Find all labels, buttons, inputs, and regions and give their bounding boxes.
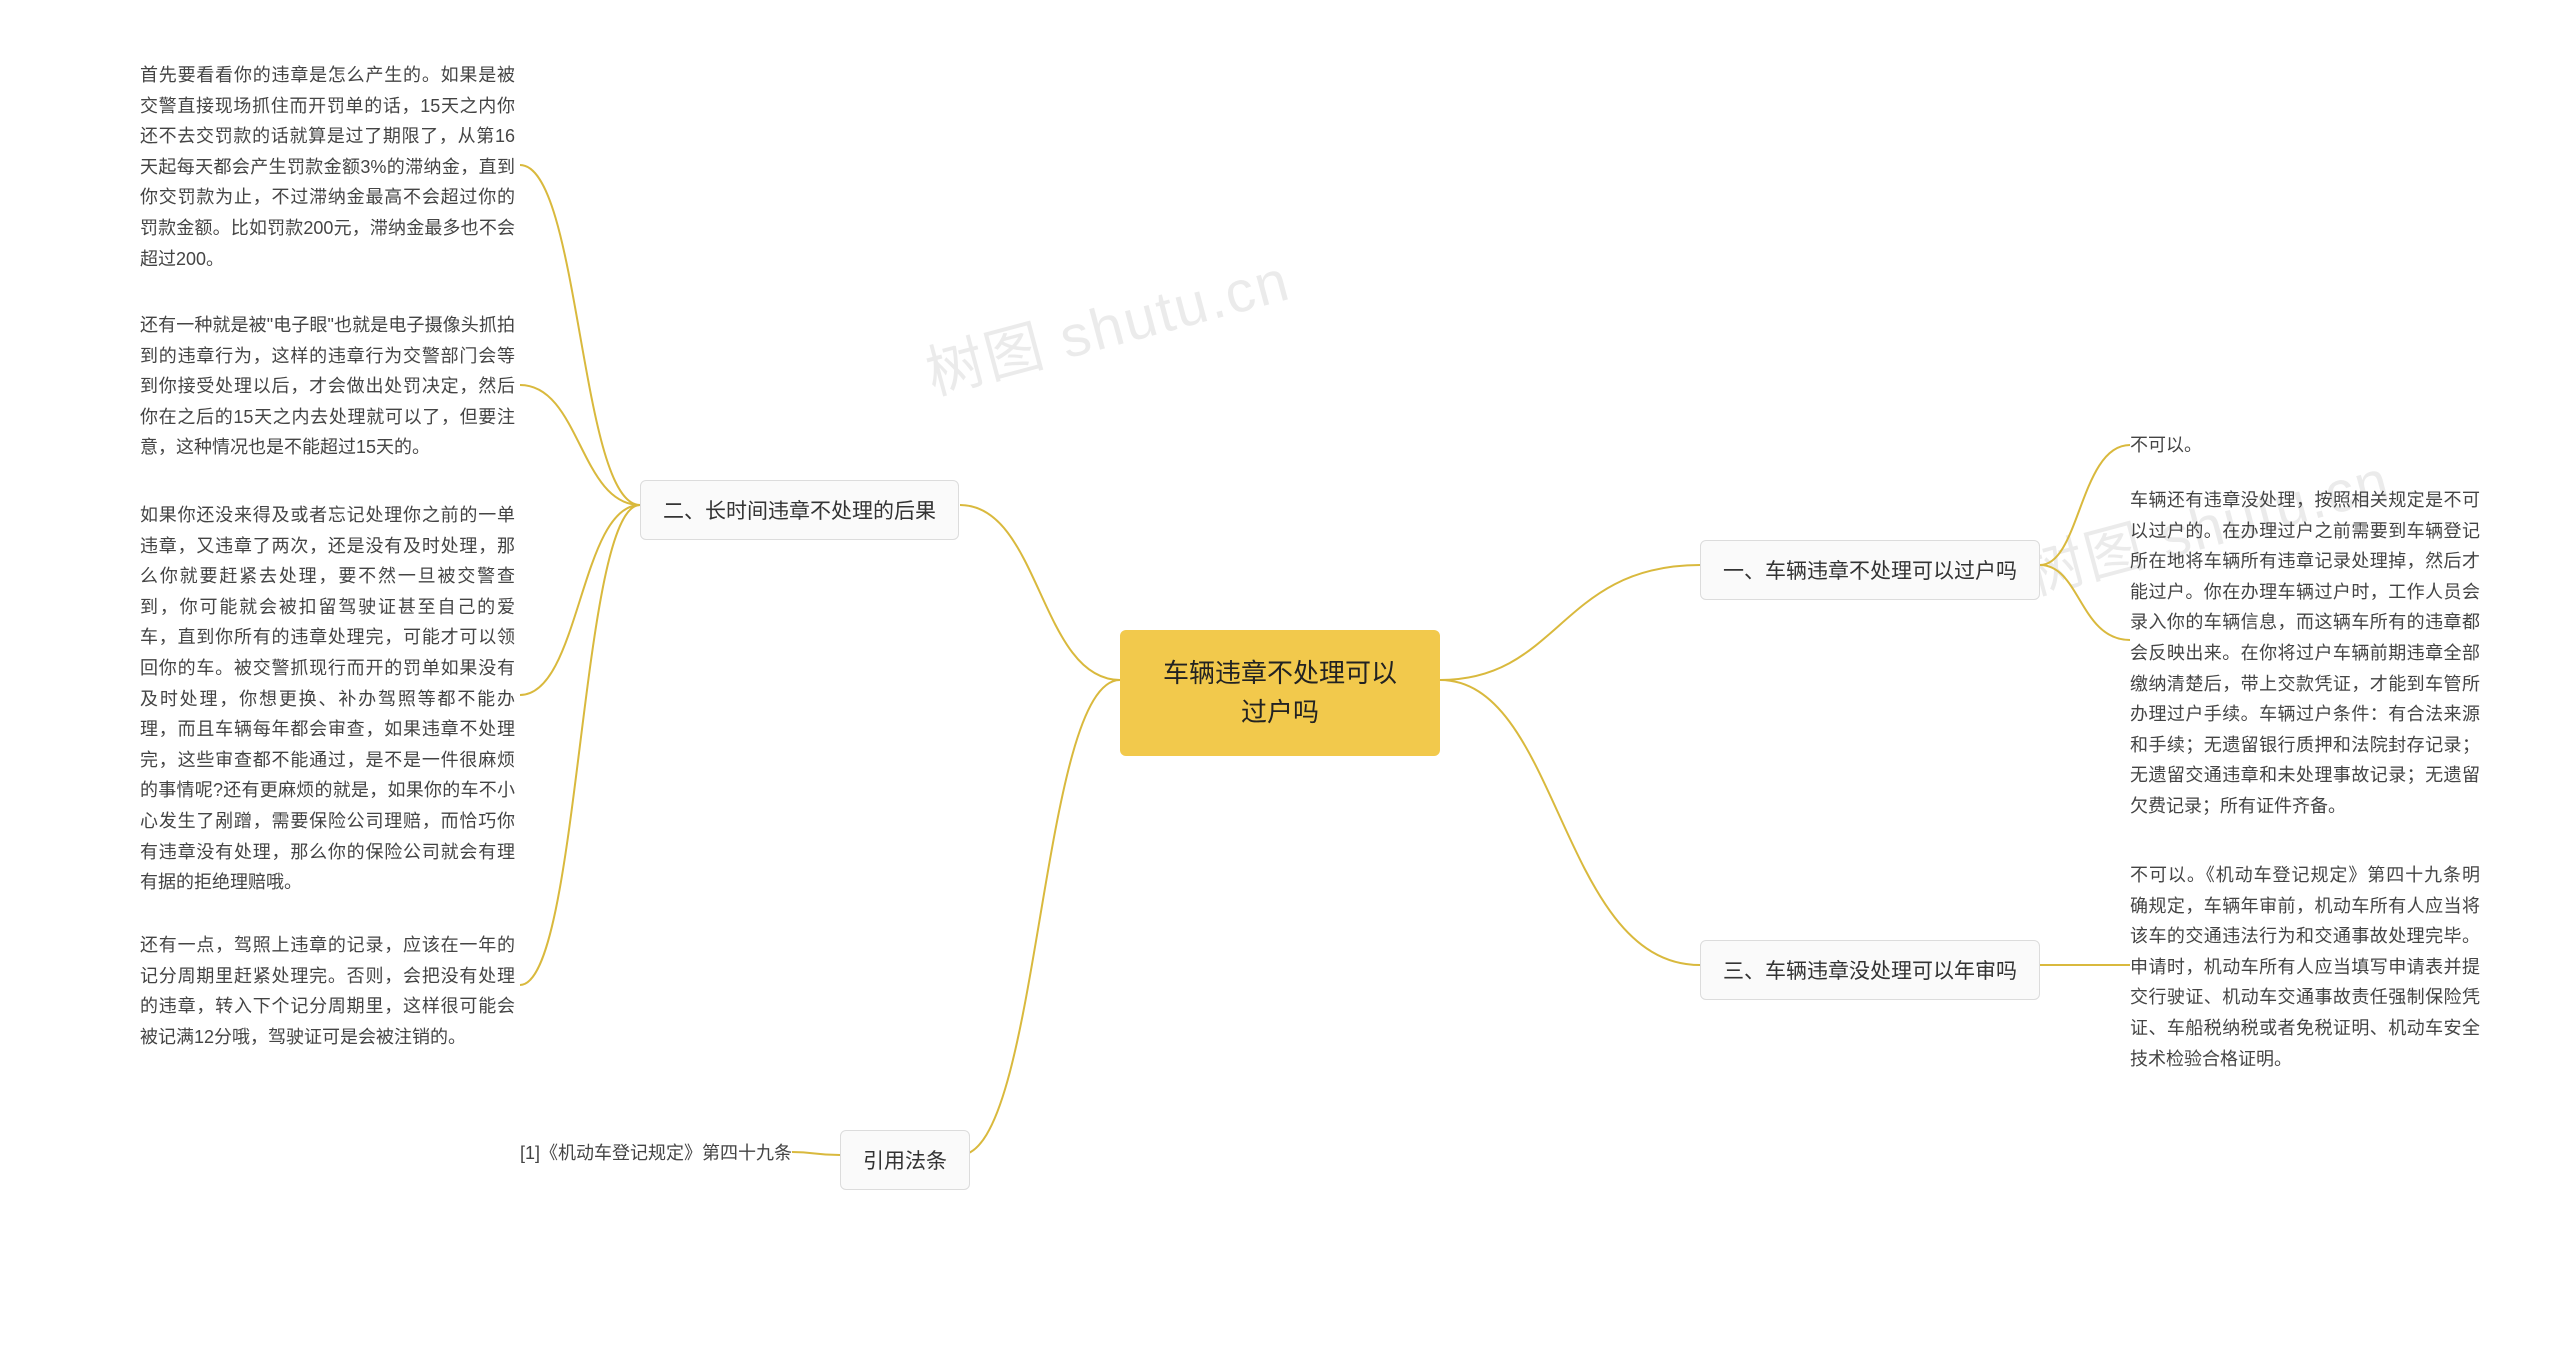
watermark: 树图 shutu.cn [915, 233, 1297, 411]
branch-node-2: 二、长时间违章不处理的后果 [640, 480, 959, 540]
leaf-node: [1]《机动车登记规定》第四十九条 [462, 1138, 792, 1169]
leaf-node: 不可以。 [2130, 430, 2470, 461]
leaf-node: 如果你还没来得及或者忘记处理你之前的一单违章，又违章了两次，还是没有及时处理，那… [140, 500, 515, 898]
branch-node-1: 一、车辆违章不处理可以过户吗 [1700, 540, 2040, 600]
branch-node-3: 三、车辆违章没处理可以年审吗 [1700, 940, 2040, 1000]
leaf-node: 不可以。《机动车登记规定》第四十九条明确规定，车辆年审前，机动车所有人应当将该车… [2130, 860, 2480, 1074]
mindmap-root: 车辆违章不处理可以过户吗 [1120, 630, 1440, 756]
leaf-node: 首先要看看你的违章是怎么产生的。如果是被交警直接现场抓住而开罚单的话，15天之内… [140, 60, 515, 274]
leaf-node: 还有一种就是被"电子眼"也就是电子摄像头抓拍到的违章行为，这样的违章行为交警部门… [140, 310, 515, 463]
leaf-node: 还有一点，驾照上违章的记录，应该在一年的记分周期里赶紧处理完。否则，会把没有处理… [140, 930, 515, 1052]
branch-node-4: 引用法条 [840, 1130, 970, 1190]
leaf-node: 车辆还有违章没处理，按照相关规定是不可以过户的。在办理过户之前需要到车辆登记所在… [2130, 485, 2480, 822]
